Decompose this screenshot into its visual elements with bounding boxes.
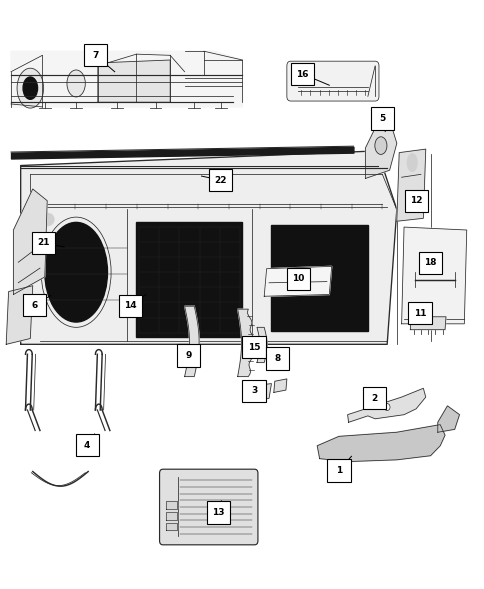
Text: 9: 9 <box>185 351 191 360</box>
Text: 22: 22 <box>214 176 227 185</box>
FancyBboxPatch shape <box>32 232 55 254</box>
Text: 5: 5 <box>378 114 385 123</box>
FancyBboxPatch shape <box>408 302 431 325</box>
Polygon shape <box>14 189 47 294</box>
Ellipse shape <box>41 233 53 244</box>
Ellipse shape <box>23 77 37 100</box>
FancyBboxPatch shape <box>209 169 232 191</box>
Text: 1: 1 <box>335 466 341 475</box>
Bar <box>166 512 177 519</box>
Ellipse shape <box>374 137 386 154</box>
Ellipse shape <box>67 70 85 97</box>
Polygon shape <box>437 406 458 432</box>
Bar <box>136 223 242 337</box>
Text: 16: 16 <box>296 70 308 78</box>
Ellipse shape <box>40 213 54 226</box>
FancyBboxPatch shape <box>177 345 200 366</box>
Polygon shape <box>409 317 445 330</box>
Bar <box>166 522 177 530</box>
FancyBboxPatch shape <box>286 267 309 290</box>
Polygon shape <box>11 51 242 107</box>
Ellipse shape <box>17 68 44 108</box>
FancyBboxPatch shape <box>286 61 378 101</box>
Text: 11: 11 <box>413 309 425 317</box>
FancyBboxPatch shape <box>404 190 427 212</box>
FancyBboxPatch shape <box>206 501 229 524</box>
Text: 21: 21 <box>37 239 50 247</box>
Text: 8: 8 <box>273 354 280 363</box>
FancyBboxPatch shape <box>159 469 257 545</box>
Text: 10: 10 <box>292 274 304 283</box>
Polygon shape <box>401 227 466 324</box>
Polygon shape <box>6 286 32 345</box>
Text: 4: 4 <box>84 441 90 449</box>
Text: 14: 14 <box>124 301 136 310</box>
Polygon shape <box>257 327 267 362</box>
Polygon shape <box>264 266 331 296</box>
FancyBboxPatch shape <box>327 459 350 481</box>
FancyBboxPatch shape <box>23 294 45 316</box>
Polygon shape <box>396 149 425 221</box>
Text: 12: 12 <box>409 196 422 205</box>
FancyBboxPatch shape <box>119 294 142 317</box>
Polygon shape <box>273 379 286 392</box>
FancyBboxPatch shape <box>290 63 314 85</box>
Bar <box>271 226 367 331</box>
FancyBboxPatch shape <box>84 44 107 67</box>
Polygon shape <box>98 60 170 102</box>
Ellipse shape <box>45 223 107 322</box>
Text: 6: 6 <box>31 300 37 310</box>
Text: 2: 2 <box>371 394 377 403</box>
Text: 7: 7 <box>92 51 98 60</box>
Text: 3: 3 <box>250 386 257 395</box>
FancyBboxPatch shape <box>242 379 265 402</box>
Polygon shape <box>21 151 396 345</box>
Polygon shape <box>365 123 396 178</box>
Polygon shape <box>347 388 425 422</box>
FancyBboxPatch shape <box>370 108 393 130</box>
Ellipse shape <box>383 403 389 411</box>
FancyBboxPatch shape <box>265 348 288 369</box>
Bar <box>166 501 177 509</box>
Text: 18: 18 <box>424 259 436 267</box>
FancyBboxPatch shape <box>242 336 265 358</box>
FancyBboxPatch shape <box>363 387 385 409</box>
Polygon shape <box>317 425 444 462</box>
Ellipse shape <box>407 154 416 171</box>
Polygon shape <box>237 309 253 376</box>
Polygon shape <box>184 306 199 376</box>
Polygon shape <box>254 383 271 400</box>
Text: 13: 13 <box>212 508 224 517</box>
FancyBboxPatch shape <box>418 252 441 274</box>
FancyBboxPatch shape <box>76 434 99 456</box>
Text: 15: 15 <box>247 343 260 352</box>
